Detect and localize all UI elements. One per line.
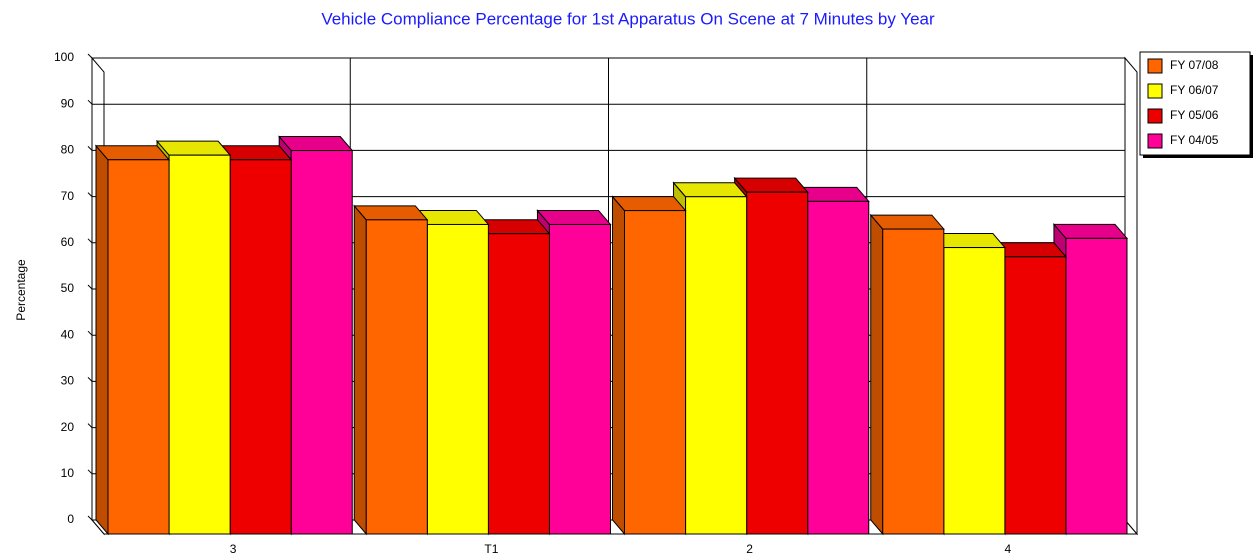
- y-tick-label: 60: [61, 235, 75, 249]
- bar-top: [353, 205, 429, 221]
- y-tick: [87, 284, 93, 290]
- bar-front: [548, 223, 611, 535]
- bar-top: [611, 196, 687, 212]
- y-tick-label: 80: [61, 143, 75, 157]
- legend-swatch: [1147, 83, 1163, 99]
- bar-top: [1052, 223, 1129, 239]
- bar-front: [624, 210, 687, 535]
- y-tick: [87, 377, 93, 382]
- bar-top: [278, 136, 354, 152]
- bar-side: [870, 213, 884, 536]
- bar-front: [290, 150, 353, 535]
- bar-top: [672, 182, 748, 198]
- y-tick: [87, 192, 93, 197]
- x-tick-label: 3: [230, 542, 237, 556]
- y-tick: [87, 99, 93, 105]
- bar-top: [869, 214, 945, 230]
- bar-front: [107, 159, 170, 535]
- bar-front: [1065, 237, 1128, 535]
- y-tick-label: 70: [61, 189, 75, 203]
- bar-front: [943, 247, 1006, 535]
- y-axis-label: Percentage: [14, 259, 28, 321]
- y-tick-label: 100: [54, 50, 74, 64]
- bar-front: [685, 196, 748, 535]
- y-tick-label: 30: [61, 374, 75, 388]
- legend-label: FY 06/07: [1170, 83, 1219, 97]
- x-tick-label: 4: [1005, 542, 1012, 556]
- bar-side: [353, 204, 367, 536]
- x-tick-label: T1: [484, 542, 498, 556]
- bar: [353, 204, 429, 536]
- y-tick-label: 40: [61, 327, 75, 341]
- bar-side: [612, 195, 625, 536]
- y-tick: [87, 515, 93, 521]
- x-tick-label: 2: [746, 542, 753, 556]
- bar-front: [229, 159, 292, 535]
- bar: [94, 144, 171, 536]
- bar-top: [733, 177, 809, 193]
- bar-front: [365, 219, 428, 535]
- bar-front: [487, 233, 550, 535]
- legend-swatch: [1147, 58, 1163, 74]
- bar-top: [155, 140, 232, 156]
- y-tick: [87, 469, 93, 475]
- y-tick-label: 0: [67, 512, 74, 526]
- bar-front: [746, 191, 809, 535]
- legend-swatch: [1147, 108, 1163, 124]
- bar-front: [426, 223, 489, 535]
- y-tick: [87, 146, 93, 151]
- legend-label: FY 05/06: [1170, 108, 1219, 122]
- bar-top: [536, 209, 612, 225]
- bar: [869, 213, 945, 536]
- y-tick-label: 20: [61, 420, 75, 434]
- y-tick-label: 90: [61, 96, 75, 110]
- chart-title: Vehicle Compliance Percentage for 1st Ap…: [321, 9, 935, 28]
- y-tick-label: 10: [61, 466, 75, 480]
- legend-swatch: [1147, 133, 1163, 149]
- bar-front: [1004, 256, 1067, 535]
- y-tick: [87, 330, 93, 336]
- bar-front: [882, 228, 945, 535]
- bar-front: [807, 200, 870, 535]
- bar: [611, 195, 687, 536]
- y-tick: [87, 238, 93, 244]
- bar-top: [94, 145, 171, 161]
- y-tick-label: 50: [61, 281, 75, 295]
- legend-label: FY 07/08: [1170, 58, 1219, 72]
- bar-front: [168, 154, 231, 535]
- legend-label: FY 04/05: [1170, 133, 1219, 147]
- y-tick: [87, 53, 93, 59]
- y-tick: [87, 423, 93, 428]
- bar-side: [95, 144, 109, 536]
